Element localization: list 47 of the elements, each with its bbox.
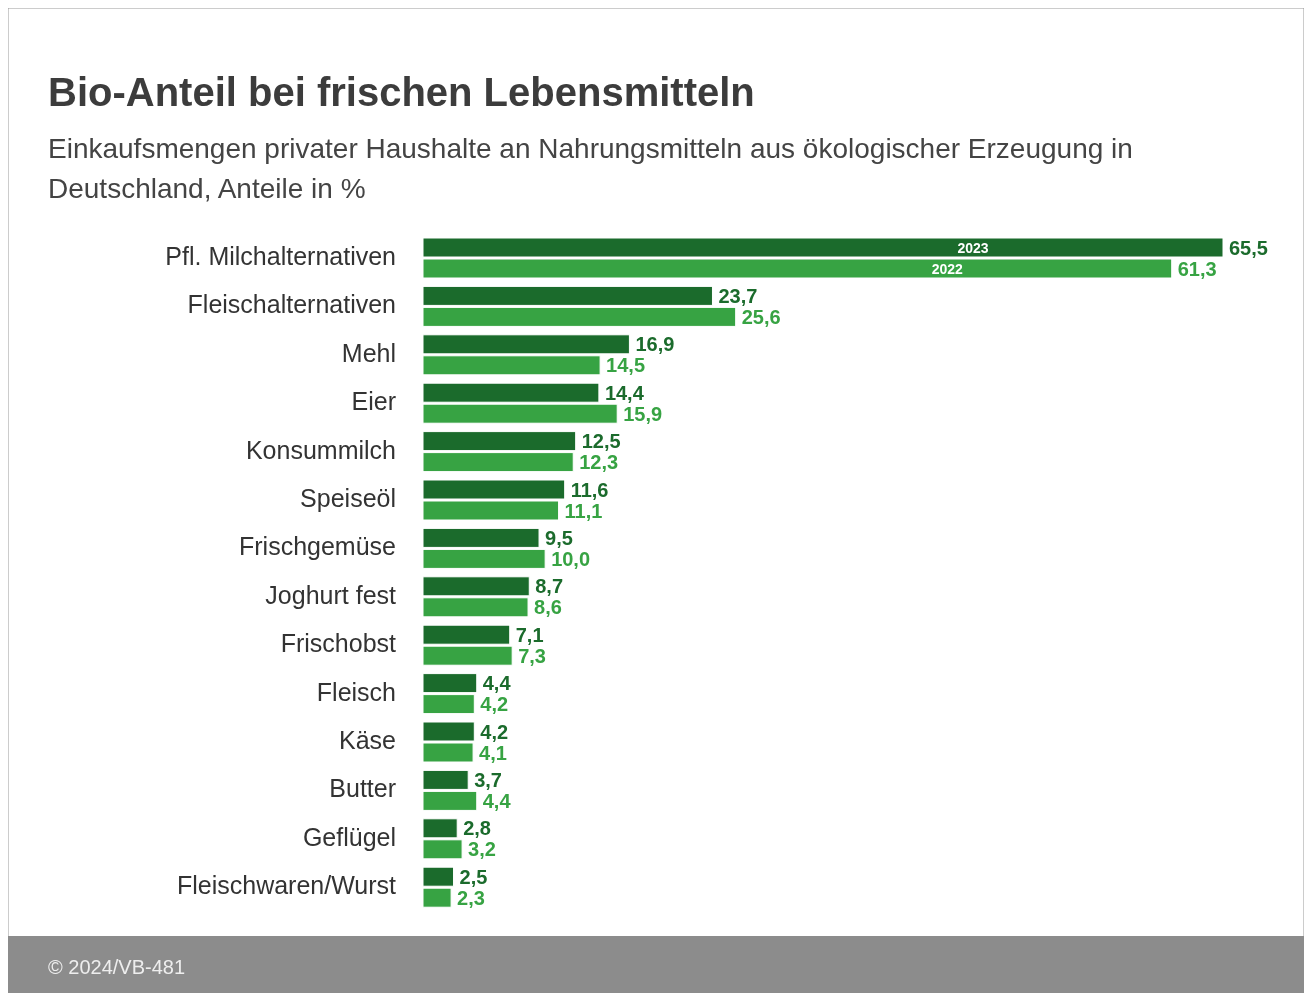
y-tick-label: Butter — [329, 774, 396, 803]
y-tick-label: Pfl. Milchalternativen — [165, 242, 396, 270]
data-label: 7,1 — [515, 623, 544, 646]
y-tick-label: Mehl — [341, 338, 396, 367]
data-label: 3,7 — [474, 768, 502, 791]
y-tick-label: Eier — [351, 387, 396, 416]
y-tick-label: Fleischalternativen — [187, 290, 396, 319]
data-label: 4,4 — [482, 672, 512, 695]
series-label: 2022 — [931, 260, 964, 277]
data-label: 8,6 — [534, 596, 562, 619]
data-label: 4,2 — [480, 720, 509, 743]
data-label: 2,3 — [457, 886, 485, 909]
y-tick-label: Käse — [339, 726, 396, 754]
data-label: 15,9 — [623, 402, 663, 425]
data-label: 25,6 — [741, 305, 781, 328]
data-label: 10,0 — [551, 547, 591, 570]
data-label: 11,6 — [570, 478, 609, 501]
data-label: 65,5 — [1229, 236, 1268, 259]
y-tick-label: Joghurt fest — [265, 580, 397, 609]
series-label: 2023 — [957, 239, 989, 256]
y-tick-label: Geflügel — [302, 822, 396, 851]
data-label: 12,5 — [581, 430, 621, 453]
text: © 2024/VB-481 — [48, 956, 186, 978]
y-tick-label: Speiseöl — [300, 484, 396, 512]
data-label: 2,5 — [459, 865, 488, 888]
data-label: 12,3 — [579, 451, 619, 474]
data-label: 7,3 — [518, 644, 546, 667]
data-label: 4,4 — [482, 789, 512, 812]
data-label: 11,1 — [564, 499, 603, 522]
data-label: 9,5 — [545, 526, 573, 549]
data-label: 16,9 — [635, 333, 675, 356]
data-label: 3,2 — [468, 838, 496, 861]
chart-subtitle: Einkaufsmengen privater Haushalte an Nahrungsmitteln aus ökologischer Erzeugung in Deutschland, Anteile in % — [48, 133, 1133, 204]
data-label: 14,4 — [604, 381, 645, 404]
data-label: 14,5 — [606, 354, 646, 377]
data-label: 61,3 — [1177, 257, 1217, 280]
y-tick-label: Frischgemüse — [239, 532, 396, 561]
y-tick-label: Fleischwaren/Wurst — [176, 871, 397, 900]
y-tick-label: Konsummilch — [245, 435, 396, 464]
y-tick-label: Fleisch — [316, 677, 396, 706]
data-label: 2,8 — [463, 817, 492, 840]
y-tick-label: Frischobst — [280, 629, 397, 658]
data-label: 4,2 — [480, 693, 509, 716]
data-label: 4,1 — [479, 741, 507, 764]
data-label: 23,7 — [718, 284, 758, 307]
chart-title: Bio-Anteil bei frischen Lebensmitteln — [48, 70, 755, 114]
data-label: 8,7 — [535, 575, 564, 598]
